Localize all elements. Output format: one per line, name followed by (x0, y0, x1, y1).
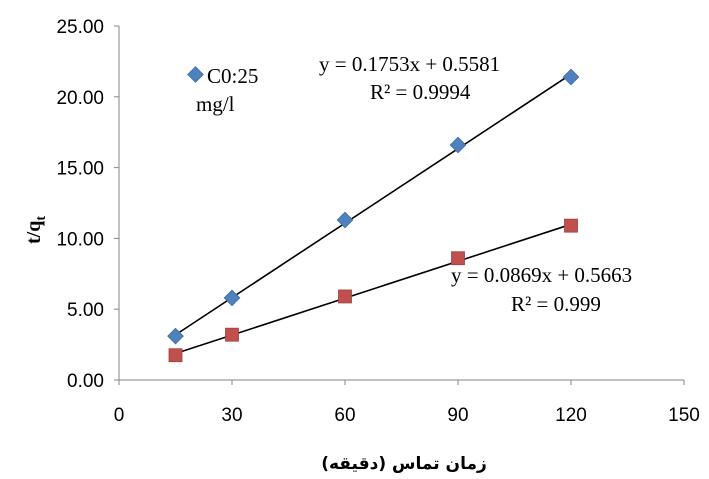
x-tick-label: 30 (221, 405, 242, 426)
trendlines (175, 73, 572, 355)
trendline-series-1 (175, 73, 572, 336)
legend: C0:25 mg/l (187, 64, 258, 116)
series2-equation: y = 0.0869x + 0.5663 (451, 263, 632, 287)
y-tick-label: 25.00 (56, 17, 104, 38)
series2-r2: R² = 0.999 (511, 292, 601, 316)
x-tick-label: 60 (334, 405, 355, 426)
y-tick-label: 5.00 (67, 300, 104, 321)
x-tick-label: 120 (555, 405, 587, 426)
y-tick-label: 0.00 (67, 371, 104, 392)
legend-marker-diamond (187, 66, 204, 83)
legend-label-line1: C0:25 (207, 64, 258, 88)
series-1-point (336, 211, 354, 229)
series-2-point (564, 218, 578, 233)
axes (114, 25, 685, 385)
y-axis-title: t/qt (23, 216, 49, 244)
x-tick-label: 150 (668, 405, 700, 426)
y-tick-label: 20.00 (56, 88, 104, 109)
x-tick-labels: 0 30 60 90 120 150 (114, 405, 700, 426)
series-1-point (562, 68, 580, 86)
series-2-point (225, 327, 239, 342)
data-points (167, 68, 580, 363)
x-tick-label: 90 (447, 405, 468, 426)
series-2-point (168, 348, 183, 363)
y-tick-label: 10.00 (56, 229, 104, 250)
series-2-point (451, 251, 465, 266)
y-axis-title-subscript: t (34, 216, 49, 221)
series-1-point (223, 289, 241, 307)
x-tick-label: 0 (114, 405, 125, 426)
y-tick-label: 15.00 (56, 159, 104, 180)
legend-label-line2: mg/l (196, 92, 235, 116)
series1-r2: R² = 0.9994 (370, 80, 471, 104)
series-2-point (338, 289, 352, 304)
y-axis-title-main: t/q (23, 221, 45, 244)
y-tick-labels: 0.00 5.00 10.00 15.00 20.00 25.00 (56, 17, 104, 392)
x-axis-title: زمان تماس (دقیقه) (321, 454, 487, 474)
trendline-series-2 (175, 223, 572, 355)
series-1-point (449, 136, 467, 154)
series1-equation: y = 0.1753x + 0.5581 (319, 52, 500, 76)
series-1-point (167, 327, 184, 345)
